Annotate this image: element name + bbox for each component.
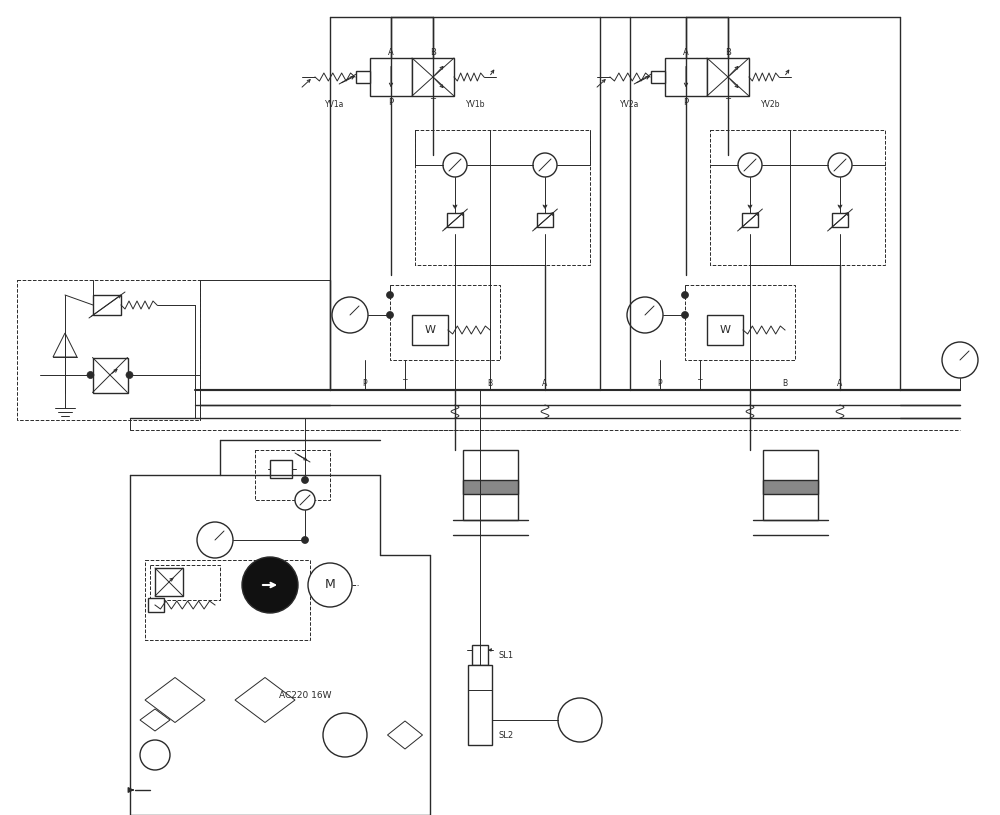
Circle shape (308, 563, 352, 607)
Bar (651, 72, 665, 82)
Circle shape (387, 292, 394, 298)
Circle shape (627, 297, 663, 333)
Polygon shape (53, 333, 77, 357)
Bar (145, 560, 310, 640)
Text: YV1b: YV1b (466, 99, 486, 108)
Text: T: T (431, 98, 436, 107)
Bar (390, 285, 500, 360)
Circle shape (87, 372, 94, 378)
Bar (93, 295, 121, 315)
Text: B: B (487, 378, 493, 387)
Bar (763, 480, 818, 494)
Bar (447, 213, 463, 227)
Text: T: T (698, 378, 702, 387)
Circle shape (332, 297, 368, 333)
Circle shape (942, 342, 978, 378)
Bar (468, 665, 492, 745)
Bar (707, 315, 743, 345)
Bar (415, 130, 590, 265)
Bar (665, 58, 707, 96)
Text: A: A (683, 47, 689, 56)
Bar (472, 645, 488, 665)
Bar (742, 213, 758, 227)
Bar (832, 213, 848, 227)
Text: P: P (658, 378, 662, 387)
Text: B: B (430, 47, 436, 56)
Bar (463, 450, 518, 520)
Text: M: M (325, 579, 335, 592)
Bar (17, 280, 200, 420)
Text: A: A (388, 47, 394, 56)
Circle shape (323, 713, 367, 757)
Bar (155, 568, 183, 596)
Circle shape (242, 557, 298, 613)
Text: B: B (782, 378, 788, 387)
Text: B: B (725, 47, 731, 56)
Bar (356, 72, 370, 82)
Text: W: W (425, 325, 436, 335)
Bar (463, 480, 518, 494)
Circle shape (533, 153, 557, 177)
Text: A: A (542, 378, 548, 387)
Circle shape (387, 311, 394, 319)
Text: YV2a: YV2a (620, 99, 640, 108)
Bar (370, 58, 412, 96)
Circle shape (126, 372, 133, 378)
Circle shape (558, 698, 602, 742)
Text: W: W (720, 325, 730, 335)
Text: P: P (683, 98, 689, 107)
Circle shape (302, 477, 309, 483)
Circle shape (828, 153, 852, 177)
Bar (255, 450, 330, 500)
Text: YV1a: YV1a (325, 99, 345, 108)
Bar (412, 58, 454, 96)
Text: SL2: SL2 (498, 730, 513, 739)
Bar (537, 213, 553, 227)
Bar (685, 285, 795, 360)
Bar (270, 460, 292, 478)
Bar (763, 450, 818, 520)
Text: T: T (726, 98, 730, 107)
Bar (412, 315, 448, 345)
Bar (150, 565, 220, 600)
Text: A: A (837, 378, 843, 387)
Text: YV2b: YV2b (761, 99, 781, 108)
Text: T: T (403, 378, 407, 387)
Text: AC220 16W: AC220 16W (279, 690, 331, 699)
Bar (148, 598, 164, 612)
Circle shape (140, 740, 170, 770)
Circle shape (197, 522, 233, 558)
Circle shape (302, 536, 309, 544)
Circle shape (738, 153, 762, 177)
Text: P: P (388, 98, 394, 107)
Polygon shape (235, 677, 295, 723)
Text: P: P (363, 378, 367, 387)
Circle shape (682, 311, 688, 319)
Polygon shape (145, 677, 205, 723)
Circle shape (443, 153, 467, 177)
Polygon shape (140, 709, 170, 731)
Circle shape (295, 490, 315, 510)
Polygon shape (388, 721, 423, 749)
Bar (707, 58, 749, 96)
Circle shape (682, 292, 688, 298)
Text: SL1: SL1 (498, 650, 513, 659)
Bar (93, 358, 128, 393)
Bar (710, 130, 885, 265)
